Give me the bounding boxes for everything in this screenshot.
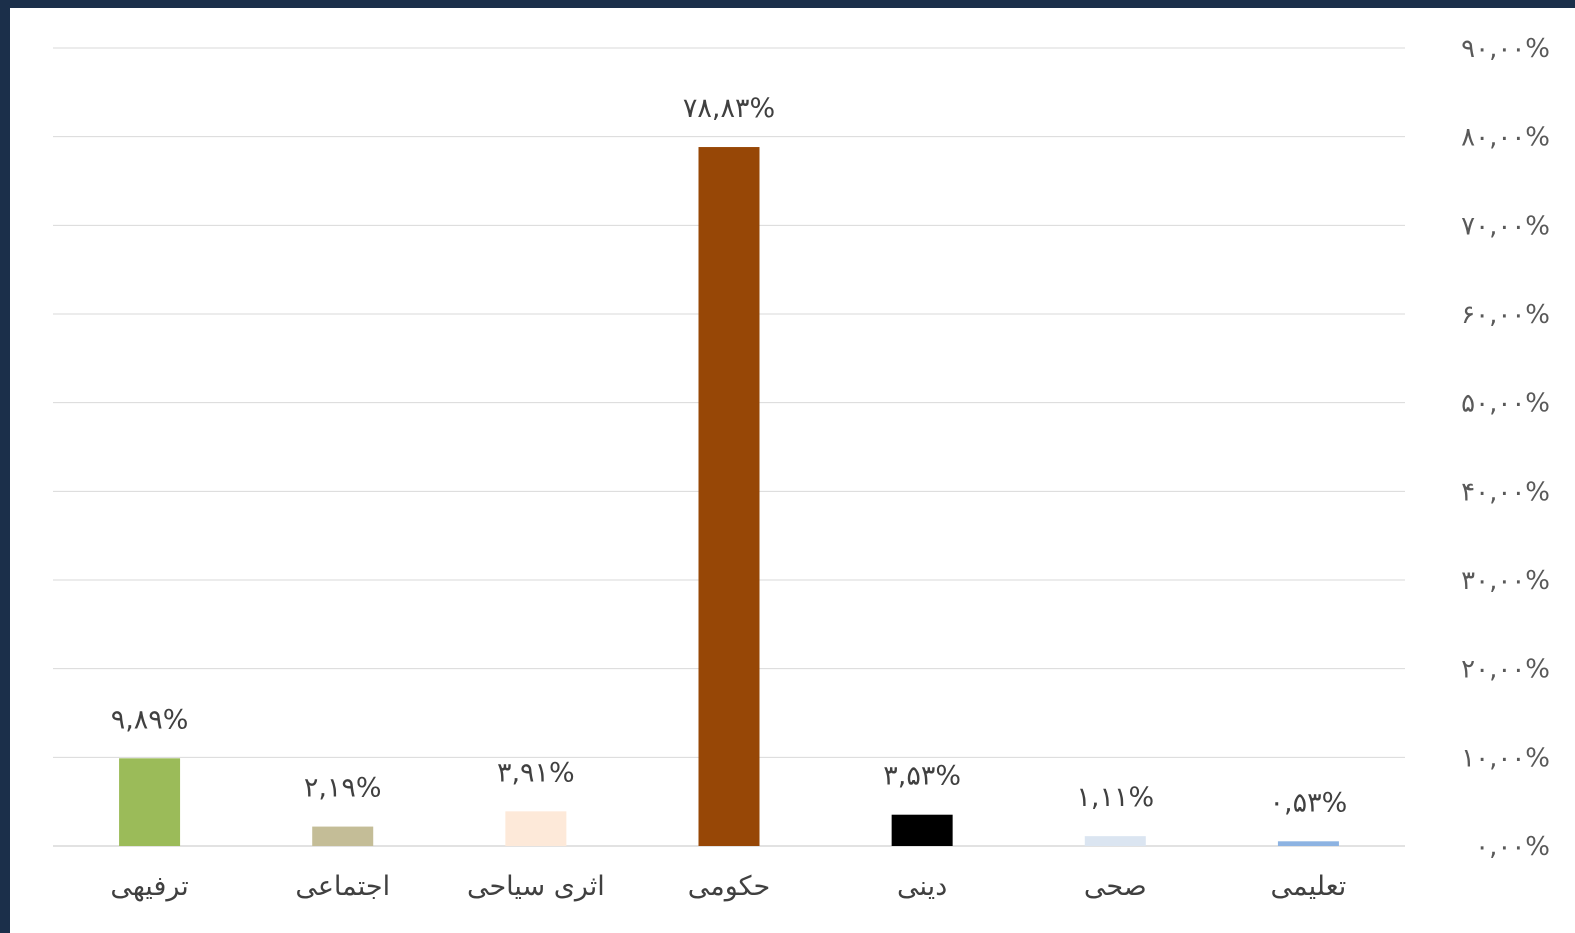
bar xyxy=(1277,841,1339,846)
category-label: صحی xyxy=(1084,871,1147,902)
category-label: ترفیهی xyxy=(110,871,188,902)
bar xyxy=(312,826,374,846)
bar xyxy=(1084,836,1146,846)
y-axis-tick-labels: ۰,۰۰% ۱۰,۰۰% ۲۰,۰۰% ۳۰,۰۰% ۴۰,۰۰% ۵۰,۰۰% ۶۰,۰۰… xyxy=(1461,34,1550,862)
category-label: دینی xyxy=(897,871,947,902)
category-label: اثری سیاحی xyxy=(467,871,605,902)
data-label: ۰,۵۳% xyxy=(1270,787,1348,818)
data-label: ۹,۸۹% xyxy=(111,704,189,735)
bar xyxy=(505,811,567,846)
data-label: ۷۸,۸۳% xyxy=(683,93,775,124)
data-labels: ۹,۸۹% ۲,۱۹% ۳,۹۱% ۷۸,۸۳% ۳,۵۳% ۱,۱۱% ۰,۵۳% xyxy=(111,93,1348,818)
y-tick-label: ۲۰,۰۰% xyxy=(1461,655,1550,685)
category-label: حکومی xyxy=(688,871,771,902)
category-label: اجتماعی xyxy=(295,871,390,902)
data-label: ۳,۵۳% xyxy=(883,761,961,792)
bar xyxy=(119,758,181,846)
bars xyxy=(119,147,1339,847)
y-tick-label: ۳۰,۰۰% xyxy=(1461,566,1550,596)
bar xyxy=(891,814,953,846)
data-label: ۳,۹۱% xyxy=(497,757,575,788)
chart-frame: ۰,۰۰% ۱۰,۰۰% ۲۰,۰۰% ۳۰,۰۰% ۴۰,۰۰% ۵۰,۰۰% ۶۰,۰۰… xyxy=(10,8,1575,933)
y-tick-label: ۵۰,۰۰% xyxy=(1461,389,1550,419)
y-tick-label: ۶۰,۰۰% xyxy=(1461,300,1550,330)
y-tick-label: ۷۰,۰۰% xyxy=(1461,211,1550,241)
y-tick-label: ۰,۰۰% xyxy=(1475,832,1550,862)
y-tick-label: ۹۰,۰۰% xyxy=(1461,34,1550,64)
category-labels: ترفیهی اجتماعی اثری سیاحی حکومی دینی صحی تعلیم… xyxy=(110,871,1346,902)
bar-chart: ۰,۰۰% ۱۰,۰۰% ۲۰,۰۰% ۳۰,۰۰% ۴۰,۰۰% ۵۰,۰۰% ۶۰,۰۰… xyxy=(53,34,1550,902)
y-tick-label: ۴۰,۰۰% xyxy=(1461,477,1550,507)
y-tick-label: ۱۰,۰۰% xyxy=(1461,743,1550,773)
bar xyxy=(698,147,760,847)
category-label: تعلیمی xyxy=(1271,871,1347,902)
data-label: ۱,۱۱% xyxy=(1076,782,1154,813)
data-label: ۲,۱۹% xyxy=(304,773,382,804)
y-tick-label: ۸۰,۰۰% xyxy=(1461,123,1550,153)
